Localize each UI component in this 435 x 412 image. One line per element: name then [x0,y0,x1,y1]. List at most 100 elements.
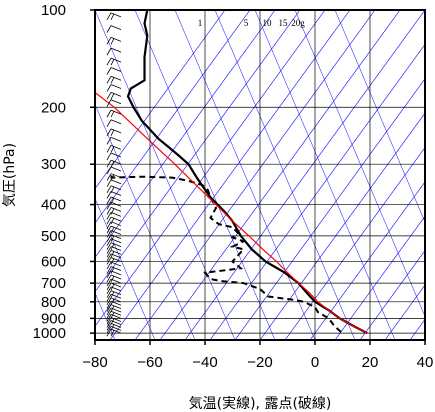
wind-barb [106,246,122,254]
wind-barb [106,173,122,181]
wind-barb [106,137,122,145]
wind-barb [106,159,122,168]
wind-barb [106,307,122,316]
wind-barb [106,261,122,270]
wind-barb [106,274,122,283]
wind-barb [106,253,122,262]
wind-barb [106,166,122,175]
wind-barb [106,128,122,137]
adiabat-line [214,10,356,340]
x-axis-title: 気温(実線), 露点(破線) [189,396,332,412]
wind-barb [106,57,122,66]
wind-barb [106,238,122,246]
isotherm-line [334,215,425,340]
wind-barb [106,185,122,193]
y-tick-label: 1000 [33,325,66,342]
wind-barb [106,67,122,75]
wind-barb [106,325,122,334]
mixing-ratio-label: 1 [198,18,203,28]
wind-barb [106,216,122,225]
adiabat-line [95,103,196,340]
isotherm-line [184,10,425,340]
y-tick-label: 300 [41,156,66,173]
mixing-ratio-label: 5 [244,18,249,28]
wind-barb [106,266,122,274]
y-tick-label: 400 [41,197,66,214]
wind-barb [106,257,122,265]
mixing-ratio-label: 20g [291,18,305,28]
wind-barbs [106,12,122,337]
wind-barb [106,230,122,238]
isotherm-line [384,284,425,340]
y-tick-label: 100 [41,2,66,19]
isotherm-line [359,250,425,340]
wind-barb [106,179,122,187]
wind-barb [106,152,122,161]
wind-barb [106,282,122,291]
wind-barb [106,191,122,199]
dewpoint-line [110,175,344,334]
wind-barb [106,75,122,84]
x-tick-label: −60 [137,354,162,371]
x-tick-label: 0 [311,354,319,371]
wind-barb [106,47,122,56]
adiabat-line [95,10,236,340]
mixing-ratio-label: 10 [263,18,273,28]
wind-barb [106,221,122,229]
adiabat-line [294,10,425,318]
isotherm-line [309,181,425,340]
wind-barb [106,328,122,337]
x-tick-label: −80 [82,354,107,371]
wind-barb [106,320,122,328]
x-tick-label: 40 [417,354,434,371]
isotherm-lines [95,10,425,340]
wind-barb [106,25,122,33]
adiabat-line [254,10,396,340]
y-tick-label: 900 [41,310,66,327]
isotherm-line [109,10,351,340]
y-tick-label: 800 [41,294,66,311]
x-tick-label: −40 [192,354,217,371]
wind-barb [106,211,122,220]
wind-barb [106,286,122,295]
isotherm-line [95,10,226,190]
y-tick-label: 500 [41,228,66,245]
wind-barb [106,225,122,234]
wind-barb [106,297,122,306]
wind-barb [106,270,122,279]
mixing-ratio-labels: 1 5 10 15 20g [198,18,306,28]
profile-lines [95,10,368,335]
wind-barb [106,119,122,128]
mixing-ratio-label: 15 [279,18,289,28]
wind-barb [106,249,122,258]
wind-barb [106,290,122,298]
isotherm-line [159,10,401,340]
y-tick-label: 600 [41,253,66,270]
wind-barb [106,300,122,309]
isotherm-line [259,112,425,340]
wind-barb [106,12,122,21]
isotherm-line [95,10,276,259]
x-tick-label: 20 [362,354,379,371]
isotherm-line [209,43,425,340]
y-tick-label: 700 [41,275,66,292]
wind-barb [106,207,122,215]
x-tick-label: −20 [247,354,272,371]
adiabat-line [334,10,425,223]
isotherm-line [95,10,251,224]
wind-barb [106,36,122,45]
wind-barb [106,313,122,322]
wind-barb [106,99,122,107]
wind-barb [106,196,122,205]
y-axis-title: 気圧(hPa) [2,143,18,207]
wind-barb [106,293,122,302]
wind-barb [106,201,122,210]
wind-barb [106,109,122,118]
y-tick-label: 200 [41,99,66,116]
isotherm-line [134,10,376,340]
wind-barb [106,242,122,250]
isotherm-line [234,78,425,340]
wind-barb [106,278,122,287]
